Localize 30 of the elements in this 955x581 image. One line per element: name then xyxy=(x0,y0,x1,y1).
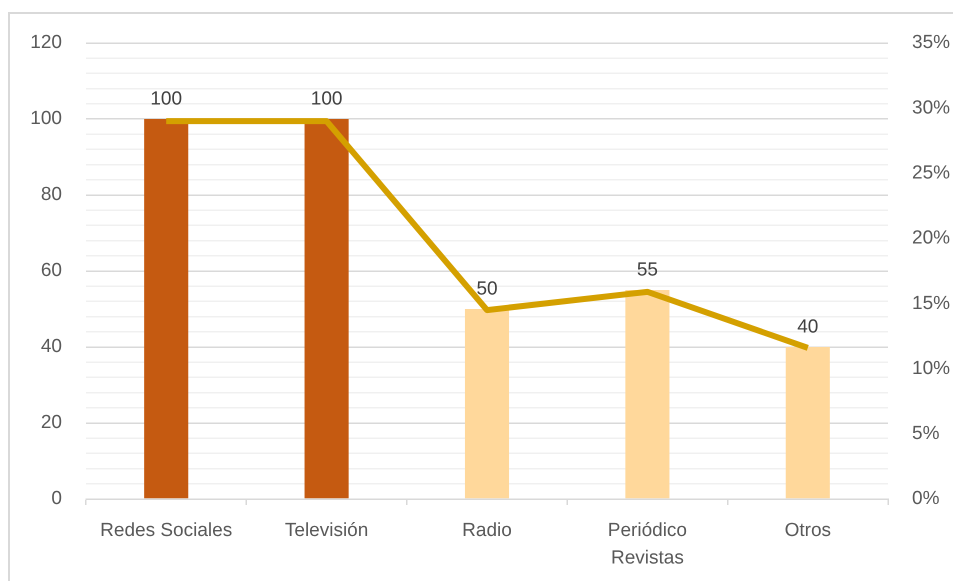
y2-tick-label: 10% xyxy=(912,358,950,379)
bar xyxy=(464,309,510,498)
y2-tick-label: 30% xyxy=(912,97,950,118)
y2-tick-label: 0% xyxy=(912,488,940,510)
y-tick-label: 80 xyxy=(40,184,62,206)
bar xyxy=(625,290,670,498)
y-tick-label: 60 xyxy=(40,260,62,282)
y2-tick-label: 25% xyxy=(912,162,950,184)
x-tick-label: Otros xyxy=(784,520,832,542)
y2-tick-label: 15% xyxy=(912,292,950,314)
y2-tick-label: 5% xyxy=(912,423,940,444)
x-tick-label: Televisión xyxy=(284,520,368,542)
data-label: 40 xyxy=(797,316,818,338)
bar xyxy=(786,347,830,498)
y-tick-label: 100 xyxy=(30,108,62,130)
x-tick-label: Radio xyxy=(462,520,512,542)
y-tick-label: 0 xyxy=(51,488,62,510)
data-label: 50 xyxy=(476,278,498,300)
data-label: 55 xyxy=(636,260,658,281)
data-label: 100 xyxy=(150,88,182,110)
bar xyxy=(304,119,349,498)
y-tick-label: 20 xyxy=(40,412,62,434)
y-tick-label: 40 xyxy=(40,336,62,358)
y-tick-label: 120 xyxy=(30,32,62,54)
x-tick-label: Periódico Revistas xyxy=(608,520,688,569)
y2-tick-label: 20% xyxy=(912,228,950,249)
x-tick-label: Redes Sociales xyxy=(100,520,232,542)
y2-tick-label: 35% xyxy=(912,32,950,54)
data-label: 100 xyxy=(310,88,342,110)
bar xyxy=(144,119,188,498)
